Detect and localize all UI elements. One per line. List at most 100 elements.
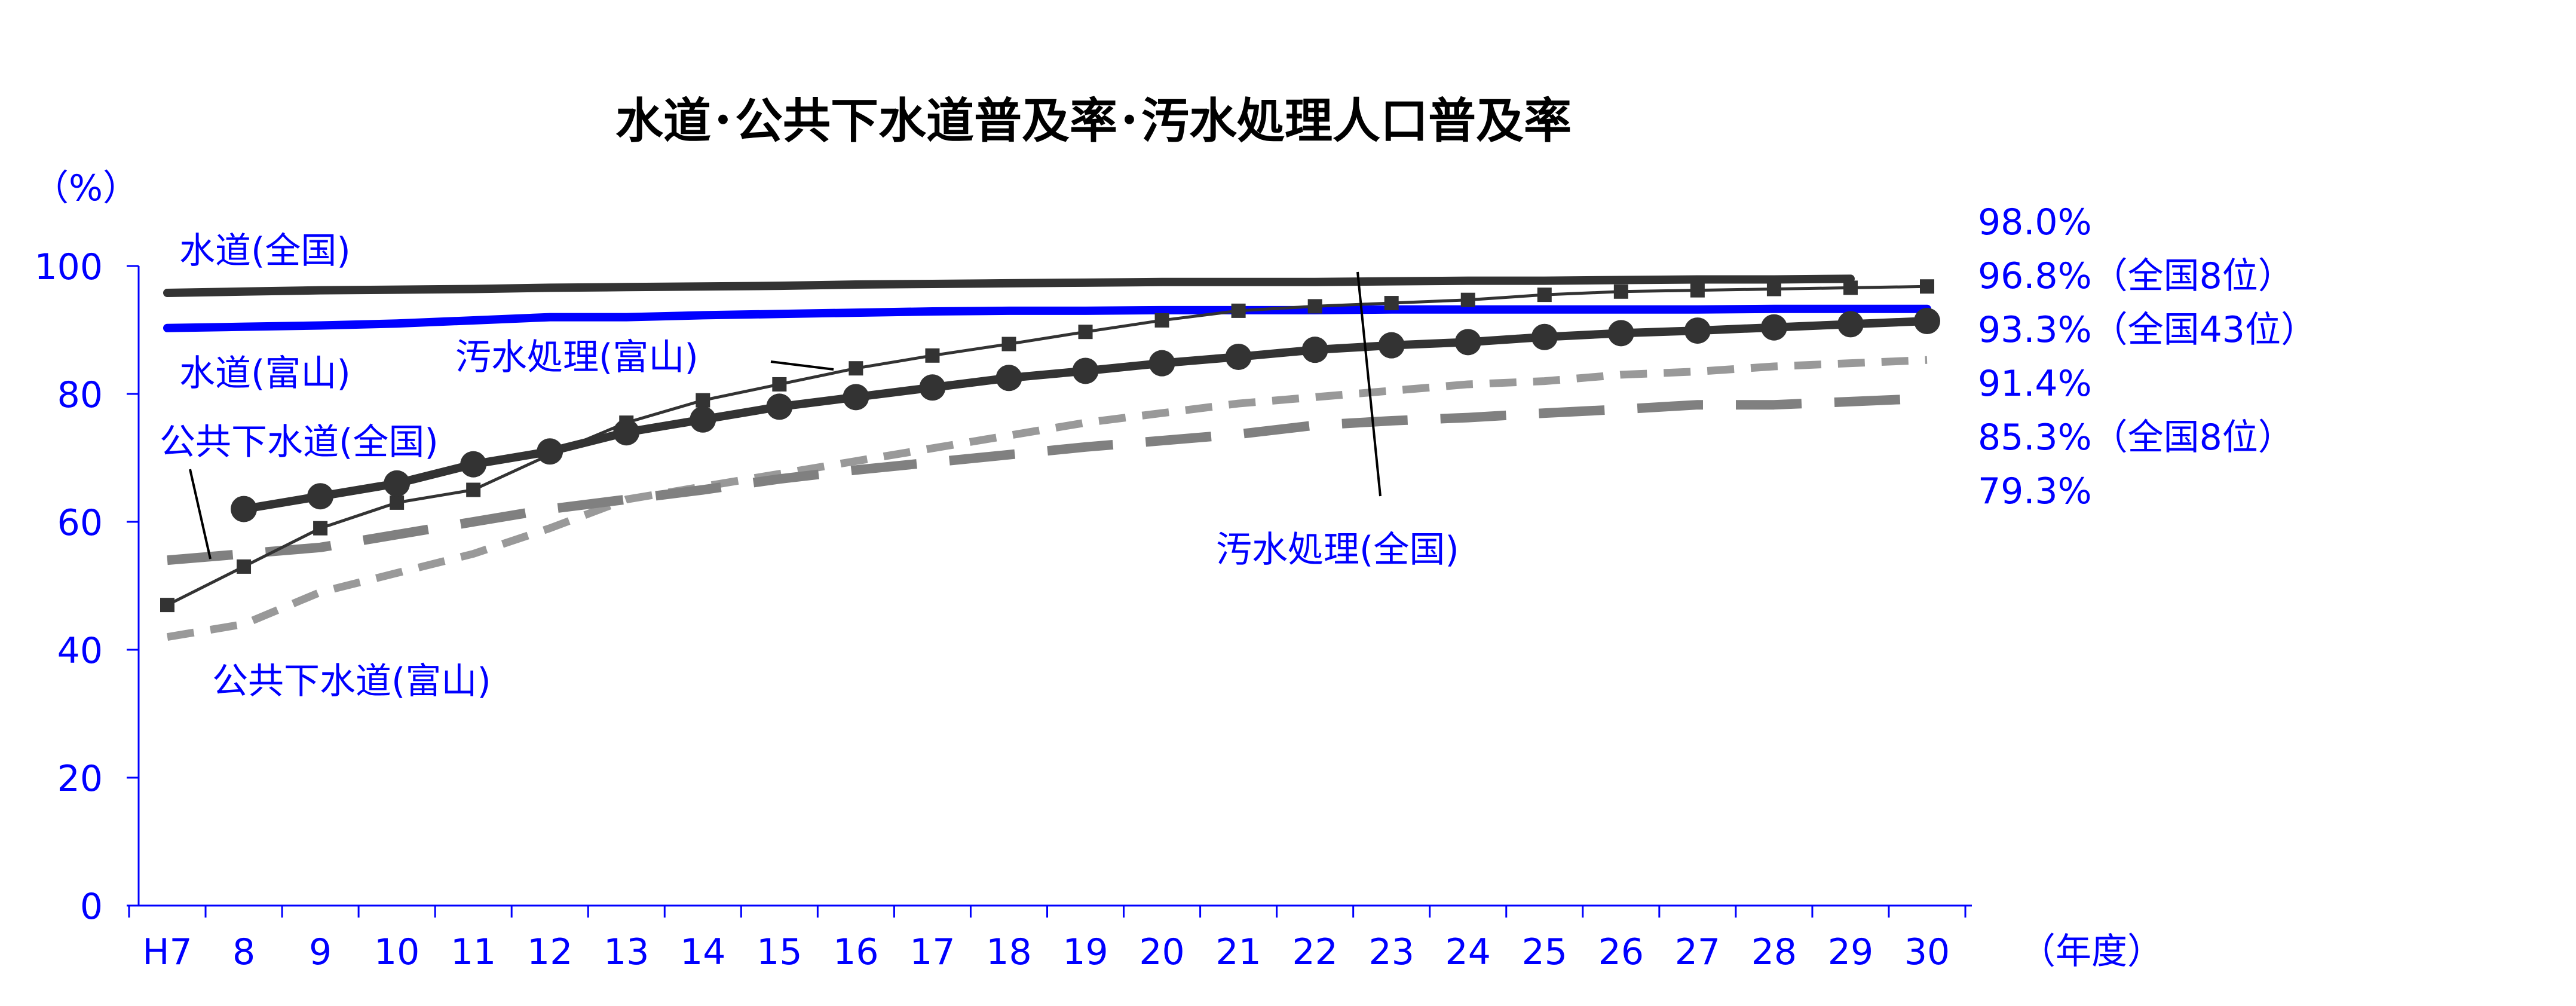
- x-tick-label: 25: [1522, 931, 1567, 973]
- data-point: [231, 496, 258, 522]
- x-tick-label: 29: [1828, 931, 1873, 973]
- x-tick-label: 21: [1215, 931, 1261, 973]
- x-tick-label: 22: [1292, 931, 1337, 973]
- y-tick-labels: 0 20 40 60 80 100: [34, 246, 103, 928]
- annotation-public-sewer-toyama: 85.3%（全国8位）: [1978, 417, 2294, 458]
- series-3: [231, 308, 1940, 522]
- data-point: [613, 419, 640, 446]
- data-point: [160, 598, 174, 613]
- y-tick-label: 40: [57, 630, 103, 672]
- y-tick-label: 60: [57, 502, 103, 544]
- x-tick-label: 19: [1062, 931, 1108, 973]
- x-tick-labels: H7 8 9 10 11 12 13 14 15 16 17 18 19 20 21 22 23 24 25 26 27…: [142, 931, 1950, 973]
- label-public-sewer-toyama: 公共下水道(富山): [212, 661, 491, 702]
- data-point: [1766, 282, 1781, 296]
- x-tick-label: 28: [1751, 931, 1797, 973]
- x-tick-label: 11: [451, 931, 496, 973]
- data-point: [1607, 320, 1634, 347]
- leader-line: [770, 360, 834, 371]
- x-tick-label: 12: [527, 931, 572, 973]
- data-point: [1531, 323, 1558, 350]
- annotation-sewage-treatment-toyama: 96.8%（全国8位）: [1978, 255, 2294, 297]
- data-point: [1760, 314, 1787, 341]
- series-1: [163, 304, 1931, 332]
- data-point: [1837, 311, 1864, 338]
- axes: [127, 265, 1972, 918]
- label-water-national: 水道(全国): [179, 230, 351, 272]
- series-line: [166, 356, 1928, 641]
- y-axis-unit: （%）: [33, 167, 139, 209]
- data-point: [307, 483, 334, 510]
- series-5: [166, 356, 1928, 641]
- x-axis-unit: （年度）: [2020, 931, 2163, 973]
- data-point: [466, 482, 481, 497]
- data-point: [696, 393, 710, 408]
- data-point: [996, 365, 1022, 392]
- y-tick-label: 100: [34, 246, 103, 288]
- data-point: [766, 393, 793, 420]
- data-point: [460, 451, 487, 478]
- label-sewage-treatment-toyama: 汚水処理(富山): [455, 337, 699, 378]
- data-point: [1537, 288, 1552, 302]
- x-tick-label: 27: [1675, 931, 1720, 973]
- x-tick-label: 16: [833, 931, 878, 973]
- data-point: [1225, 343, 1252, 370]
- label-water-toyama: 水道(富山): [179, 353, 351, 395]
- x-tick-label: 17: [909, 931, 955, 973]
- data-point: [1072, 357, 1099, 384]
- data-point: [925, 348, 940, 363]
- data-point: [1460, 292, 1475, 307]
- annotation-water-national: 98.0%: [1978, 201, 2092, 243]
- x-tick-label: 9: [309, 931, 332, 973]
- data-point: [1920, 279, 1934, 294]
- data-point: [1301, 337, 1328, 363]
- data-point: [1378, 332, 1405, 359]
- series-0: [163, 274, 1855, 297]
- annotation-sewage-treatment-national: 91.4%: [1978, 363, 2092, 405]
- data-point: [313, 521, 328, 536]
- data-point: [1914, 308, 1940, 335]
- data-point: [384, 470, 411, 497]
- x-tick-label: 24: [1445, 931, 1491, 973]
- y-tick-label: 0: [80, 886, 103, 928]
- data-point: [1690, 283, 1705, 298]
- series-line: [163, 304, 1931, 332]
- series-2: [160, 279, 1934, 613]
- series-line: [163, 274, 1855, 297]
- label-sewage-treatment-national: 汚水処理(全国): [1216, 529, 1459, 571]
- x-tick-label: 8: [232, 931, 255, 973]
- series-lines: [160, 274, 1940, 641]
- x-tick-label: 23: [1369, 931, 1414, 973]
- data-point: [1231, 303, 1246, 318]
- data-point: [1148, 350, 1175, 377]
- x-tick-label: H7: [142, 931, 192, 973]
- data-point: [843, 384, 869, 411]
- y-tick-label: 80: [57, 374, 103, 416]
- leader-lines: [189, 271, 1382, 559]
- data-point: [1454, 329, 1481, 356]
- x-tick-label: 20: [1139, 931, 1184, 973]
- x-tick-label: 18: [986, 931, 1031, 973]
- x-tick-label: 13: [604, 931, 649, 973]
- data-point: [1613, 284, 1628, 299]
- x-tick-label: 30: [1904, 931, 1950, 973]
- x-tick-label: 10: [374, 931, 419, 973]
- leader-line: [189, 469, 212, 559]
- data-point: [537, 438, 563, 465]
- x-tick-label: 15: [756, 931, 802, 973]
- data-point: [690, 406, 716, 433]
- chart-title: 水道･公共下水道普及率･汚水処理人口普及率: [615, 93, 1572, 149]
- x-tick-label: 14: [680, 931, 725, 973]
- data-point: [1684, 317, 1711, 344]
- annotation-water-toyama: 93.3%（全国43位）: [1978, 309, 2317, 351]
- data-point: [919, 374, 946, 401]
- label-public-sewer-national: 公共下水道(全国): [160, 421, 439, 463]
- data-point: [1078, 325, 1093, 340]
- y-tick-label: 20: [57, 758, 103, 800]
- data-point: [772, 377, 787, 392]
- data-point: [1843, 280, 1858, 295]
- series-line: [166, 285, 1929, 607]
- data-point: [390, 495, 405, 510]
- x-tick-label: 26: [1598, 931, 1644, 973]
- data-point: [849, 361, 863, 376]
